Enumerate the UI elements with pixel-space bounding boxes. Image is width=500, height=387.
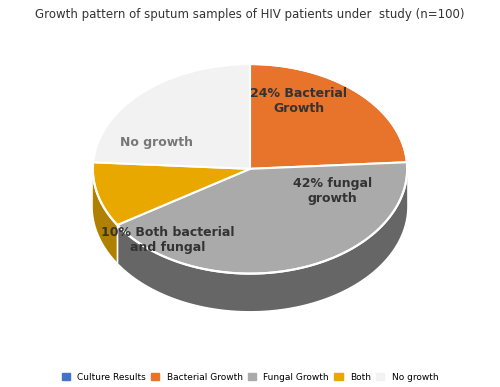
Polygon shape [118,162,407,274]
Text: 10% Both bacterial
and fungal: 10% Both bacterial and fungal [101,226,234,254]
Text: 42% fungal
growth: 42% fungal growth [293,177,372,205]
Legend: Culture Results, Bacterial Growth, Fungal Growth, Both, No growth: Culture Results, Bacterial Growth, Funga… [58,369,442,385]
Text: 24% Bacterial
Growth: 24% Bacterial Growth [250,87,347,115]
Text: No growth: No growth [120,136,193,149]
Polygon shape [93,169,118,262]
Text: Growth pattern of sputum samples of HIV patients under  study (n=100): Growth pattern of sputum samples of HIV … [36,8,465,21]
Polygon shape [93,162,250,225]
Polygon shape [250,64,407,169]
Polygon shape [93,64,250,169]
Polygon shape [118,171,407,311]
Ellipse shape [93,101,407,311]
